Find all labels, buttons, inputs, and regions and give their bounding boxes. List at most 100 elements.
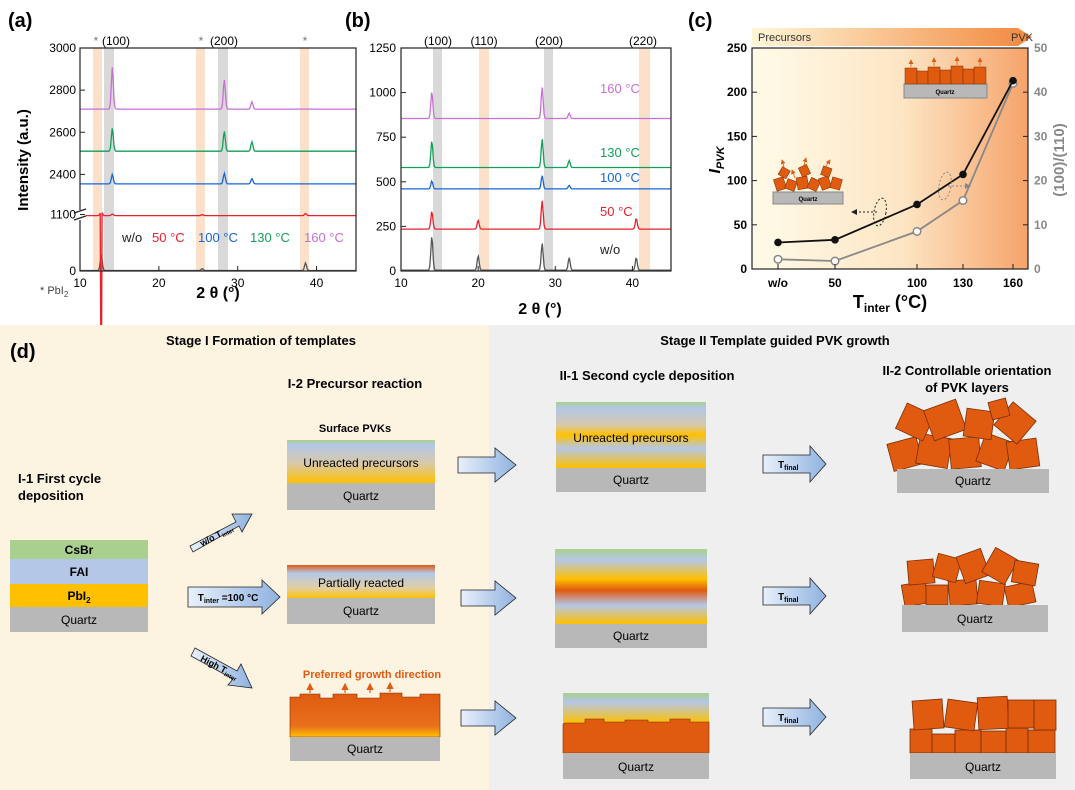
arrow-mid-tinter: Tinter =100 °C (187, 579, 281, 615)
highlight-band (196, 48, 205, 271)
ytick-label: 0 (740, 262, 747, 276)
quartz-label: Quartz (618, 760, 654, 774)
highlight-band (300, 48, 309, 271)
highlight-band (93, 48, 102, 271)
axis-indicator-left (851, 197, 887, 227)
svg-text:Tfinal: Tfinal (778, 460, 799, 472)
xtick-label: 10 (73, 276, 87, 290)
xtick-label: 30 (231, 276, 245, 290)
ytick-label: 0 (389, 264, 396, 278)
trace-label-130: 130 °C (600, 145, 640, 160)
peak-label-b-110: (110) (470, 34, 497, 48)
surface-pvks-label: Surface PVKs (319, 423, 391, 435)
ytick-label: 30 (1034, 129, 1048, 143)
xtick-label: 50 (828, 276, 842, 290)
trace-a-130 °C (80, 128, 356, 152)
ii1-stack-3: Quartz (562, 693, 710, 779)
quartz-label: Quartz (343, 604, 379, 618)
star-marker: * (199, 34, 204, 48)
xticks-c: w/o 50 100 130 160 (767, 264, 1023, 290)
xtick-label: 20 (471, 276, 485, 290)
highlight-band (433, 48, 442, 271)
axes-frame-b (400, 47, 672, 272)
xtick-label: 40 (310, 276, 324, 290)
axes-frame-a (79, 47, 357, 272)
xtick-label: 40 (626, 276, 640, 290)
ytick-label: 0 (1034, 262, 1041, 276)
ipvk-point (831, 236, 839, 244)
unreacted-label: Unreacted precursors (573, 431, 688, 445)
trace-label-100: 100 °C (600, 170, 640, 185)
partially-label: Partially reacted (318, 576, 404, 590)
ytick-label: 2800 (49, 83, 76, 97)
ytick-label: 500 (376, 175, 396, 189)
precursor-to-pvk-arrow (752, 28, 1032, 46)
trace-b-100 °C (401, 175, 671, 190)
ipvk-point (774, 238, 782, 247)
layer-fai: FAI (70, 565, 89, 579)
ytick-label: 20 (1034, 174, 1048, 188)
ytick-label: 50 (1034, 41, 1048, 55)
arrows-to-ii1 (457, 447, 517, 736)
ylabel-a: Intensity (a.u.) (15, 109, 32, 211)
xtick-label: 20 (152, 276, 166, 290)
legend-a: w/o 50 °C 100 °C 130 °C 160 °C (121, 230, 344, 245)
quartz-label: Quartz (965, 760, 1001, 774)
xlabel-a: 2 θ (°) (196, 285, 240, 302)
ytick-label: 200 (727, 85, 747, 99)
traces-b (401, 87, 671, 271)
xlabel-b: 2 θ (°) (518, 301, 562, 318)
highlight-band (544, 48, 553, 271)
trace-a-160 °C (80, 67, 356, 110)
yticks-c-right: 0 10 20 30 40 50 (1023, 41, 1048, 276)
peak-label-b-100: (100) (424, 34, 452, 48)
inset-preferred-orientation: Quartz (903, 56, 988, 99)
ii2-crystals-partial: Quartz (900, 546, 1048, 632)
legend-50: 50 °C (152, 230, 185, 245)
ii1-stack-1: Unreacted precursors Quartz (556, 402, 706, 492)
stage1-title: Stage I Formation of templates (166, 333, 356, 348)
trace-b-160 °C (401, 87, 671, 120)
ytick-label: 2400 (49, 167, 76, 181)
ytick-label: 250 (727, 41, 747, 55)
ratio-point (830, 256, 840, 266)
xtick-label: 100 (907, 276, 927, 290)
quartz-label: Quartz (343, 489, 379, 503)
yticks-c-left: 0 50 100 150 200 250 (727, 41, 757, 276)
ytick-label: 10 (1034, 218, 1048, 232)
panel-c-label: (c) (688, 10, 712, 32)
highlight-band (218, 48, 228, 271)
legend-130: 130 °C (250, 230, 290, 245)
peak-label-b-200: (200) (535, 34, 563, 48)
peak-label-100: (100) (102, 34, 130, 48)
ipvk-point (913, 200, 921, 209)
tfinal-arrow-2: Tfinal (762, 576, 827, 616)
legend-160: 160 °C (304, 230, 344, 245)
i1-title-line1: I-1 First cycle (18, 471, 101, 486)
layer-pbi2: PbI2 (67, 589, 91, 605)
highlight-band (104, 48, 114, 271)
top-left-label: Precursors (758, 32, 812, 44)
ii2-title-line1: II-2 Controllable orientation (882, 363, 1051, 378)
panel-c: (c) Precursors PVK 0 50 100 150 200 250 0 10 20… (688, 10, 1068, 315)
trace-b-130 °C (401, 139, 671, 169)
yticks-b: 0 250 500 750 1000 1250 (369, 41, 406, 278)
ytick-label: 3000 (49, 41, 76, 55)
ipvk-point (1009, 76, 1017, 85)
quartz-label: Quartz (347, 742, 383, 756)
trace-a-100 °C (80, 170, 356, 185)
i2-partial-stack: Partially reacted Quartz (287, 565, 435, 624)
ii1-stack-2: Quartz (555, 549, 707, 648)
layer-csbr: CsBr (65, 543, 94, 557)
svg-text:Tfinal: Tfinal (778, 592, 799, 604)
xtick-label: 130 (953, 276, 973, 290)
panel-d: (d) Stage I Formation of templates Stage… (0, 325, 1075, 790)
axis-indicator-right (938, 171, 971, 201)
i2-unreacted-stack: Surface PVKs Unreacted precursors Quartz (287, 423, 435, 510)
star-marker: * (303, 34, 308, 48)
svg-text:Quartz: Quartz (798, 197, 817, 203)
highlight-band (479, 48, 489, 271)
xlabel-c: Tinter (°C) (853, 292, 927, 315)
